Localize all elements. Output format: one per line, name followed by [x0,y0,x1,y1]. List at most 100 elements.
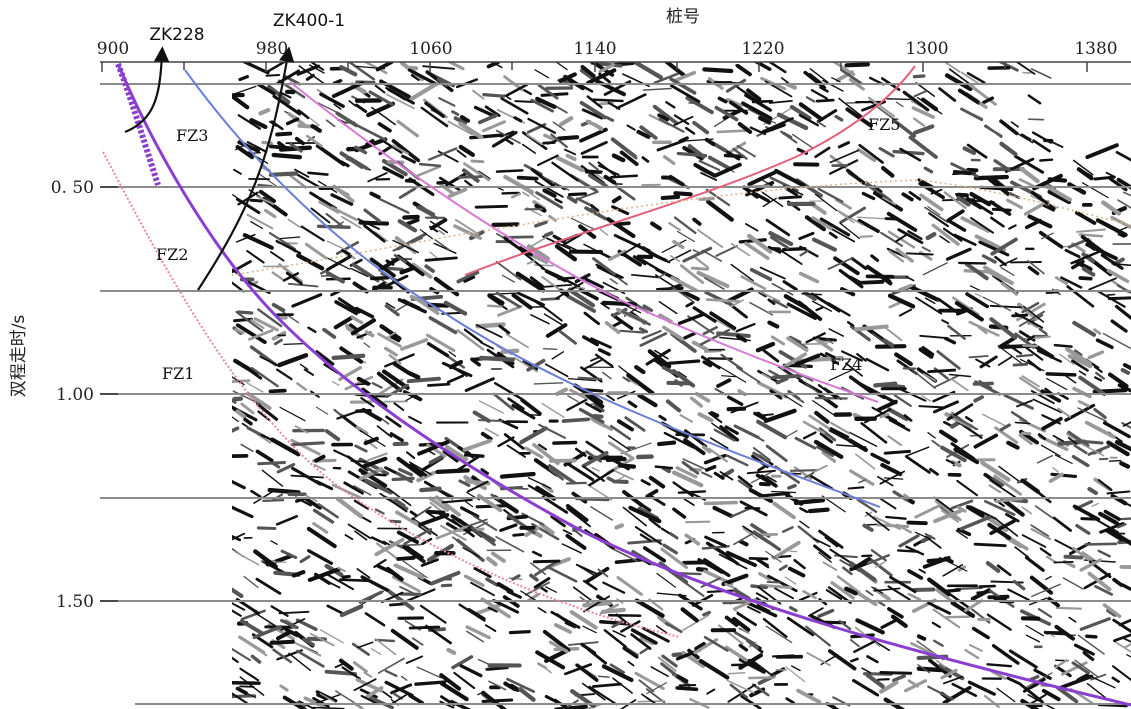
seismic-event [932,608,961,629]
seismic-event [580,64,596,78]
seismic-event [722,600,751,605]
seismic-event [583,595,611,613]
seismic-event [303,368,314,376]
seismic-event [913,117,926,127]
seismic-event [407,68,436,85]
seismic-event [547,464,577,485]
seismic-event [371,382,383,389]
seismic-event [363,436,379,446]
seismic-event [238,74,249,82]
seismic-event [235,686,248,695]
seismic-event [498,324,511,335]
seismic-event [566,294,597,313]
seismic-event [377,122,392,133]
seismic-event [1116,177,1131,190]
seismic-event [565,153,577,162]
seismic-event [956,527,972,537]
seismic-event [409,510,418,517]
seismic-event [939,235,950,244]
seismic-event [915,296,943,315]
seismic-event [232,647,251,662]
seismic-event [890,614,908,629]
seismic-event [436,180,447,185]
seismic-event [742,527,758,540]
seismic-event [275,239,302,255]
seismic-event [936,350,961,370]
seismic-event [614,184,636,201]
seismic-event [752,530,781,552]
seismic-event [948,373,972,378]
seismic-event [827,256,854,270]
seismic-event [737,475,753,488]
seismic-event [983,694,1000,708]
seismic-event [270,605,289,617]
seismic-event [543,313,564,327]
seismic-event [968,320,1000,337]
seismic-event [1014,312,1044,329]
seismic-event [276,630,292,641]
seismic-event [411,637,424,646]
seismic-event [703,277,725,290]
seismic-event [453,224,482,240]
seismic-event [940,445,967,463]
seismic-event [1119,461,1131,469]
seismic-event [290,474,324,479]
seismic-event [706,589,735,593]
seismic-event [821,451,837,463]
seismic-event [540,267,567,280]
seismic-event [1116,523,1127,529]
well-label-zk400-1: ZK400-1 [273,11,345,31]
seismic-event [925,535,942,549]
seismic-event [619,329,645,334]
seismic-event [671,652,683,658]
seismic-event [989,519,1016,536]
seismic-event [544,363,569,378]
seismic-event [839,222,861,240]
seismic-event [499,523,518,533]
seismic-event [965,292,990,309]
seismic-event [952,169,973,176]
seismic-event [965,505,985,518]
seismic-event [808,73,823,85]
seismic-event [887,607,904,619]
seismic-event [845,107,873,128]
seismic-event [1044,387,1053,395]
seismic-event [813,544,832,560]
seismic-event [757,115,772,125]
seismic-event [785,666,806,683]
seismic-event [828,159,859,175]
seismic-event [828,328,844,337]
seismic-event [1024,555,1045,572]
seismic-event [887,407,909,422]
seismic-event [579,127,608,143]
seismic-event [740,694,762,709]
seismic-event [673,191,693,197]
seismic-event [376,564,394,575]
seismic-event [1026,335,1035,342]
seismic-event [536,154,559,167]
seismic-event [597,348,611,357]
fault-line-fz5 [464,65,916,276]
seismic-event [920,97,939,112]
seismic-event [1071,359,1089,372]
seismic-event [364,478,393,495]
seismic-event [596,265,622,280]
seismic-event [324,150,340,162]
seismic-event [964,415,974,423]
fault-line-fz4 [289,81,879,403]
seismic-event [901,192,914,202]
seismic-event [551,351,565,360]
seismic-event [513,356,538,373]
seismic-event [882,383,906,390]
seismic-event [811,237,838,252]
seismic-event [991,207,1012,212]
seismic-event [1014,421,1031,425]
seismic-event [472,89,485,100]
seismic-event [578,83,594,93]
seismic-event [814,146,831,159]
seismic-event [794,436,817,450]
seismic-event [534,559,559,577]
seismic-event [844,62,871,68]
seismic-event [586,95,603,109]
seismic-event [429,220,449,234]
